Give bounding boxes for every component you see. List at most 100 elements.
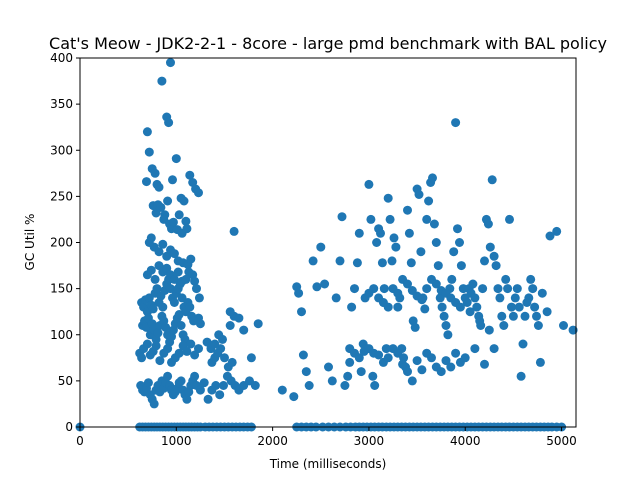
data-point xyxy=(364,179,374,189)
data-point xyxy=(229,226,239,236)
data-point xyxy=(176,376,186,386)
data-point xyxy=(383,193,393,203)
data-point xyxy=(354,353,364,363)
data-point xyxy=(568,325,578,335)
data-point xyxy=(443,330,453,340)
data-point xyxy=(185,302,195,312)
data-point xyxy=(453,224,462,234)
data-point xyxy=(545,231,555,241)
data-point xyxy=(376,228,385,238)
data-point xyxy=(158,302,168,312)
data-point xyxy=(203,394,213,404)
data-point xyxy=(422,284,432,294)
data-point xyxy=(472,302,482,312)
data-point xyxy=(406,258,416,268)
data-point xyxy=(181,216,191,226)
data-point xyxy=(383,353,393,363)
x-tick-label: 2000 xyxy=(257,434,288,448)
data-point xyxy=(169,274,179,284)
data-point xyxy=(535,357,545,367)
data-point xyxy=(370,381,380,390)
data-point xyxy=(343,371,353,381)
data-point xyxy=(137,353,147,363)
data-point xyxy=(149,399,159,409)
data-point xyxy=(163,196,173,206)
data-point xyxy=(422,214,432,224)
data-point xyxy=(194,188,203,198)
data-point xyxy=(185,170,195,180)
data-point xyxy=(377,258,387,268)
data-point xyxy=(465,307,475,317)
data-point xyxy=(368,371,378,381)
y-tick-label: 250 xyxy=(50,189,73,203)
data-point xyxy=(530,302,540,312)
data-point xyxy=(350,284,359,294)
data-point xyxy=(199,378,209,388)
data-point xyxy=(483,219,493,229)
data-point xyxy=(510,293,520,303)
data-point xyxy=(324,362,333,372)
data-point xyxy=(489,251,499,261)
data-point xyxy=(234,313,244,323)
data-point xyxy=(379,284,389,294)
data-point xyxy=(524,293,534,303)
data-point xyxy=(174,310,184,319)
data-point xyxy=(533,321,543,330)
data-point xyxy=(174,210,184,220)
data-point xyxy=(179,196,189,206)
data-point xyxy=(470,293,480,303)
x-tick-label: 1000 xyxy=(161,434,192,448)
data-point xyxy=(327,376,337,386)
data-point xyxy=(501,274,511,284)
data-point xyxy=(162,263,172,273)
data-point xyxy=(552,226,562,236)
data-point xyxy=(189,316,199,326)
data-point xyxy=(152,284,162,294)
data-point xyxy=(480,359,489,369)
data-point xyxy=(437,302,447,312)
data-point xyxy=(512,284,522,294)
chart-title: Cat's Meow - JDK2-2-1 - 8core - large pm… xyxy=(49,34,607,53)
data-point xyxy=(431,238,441,247)
data-point xyxy=(215,390,225,400)
data-point xyxy=(219,381,228,390)
data-point xyxy=(192,284,201,294)
data-point xyxy=(429,219,439,229)
data-point xyxy=(424,196,434,206)
data-point xyxy=(374,350,384,360)
data-point xyxy=(493,284,503,294)
data-point xyxy=(161,322,171,332)
data-point xyxy=(516,371,526,381)
data-point xyxy=(316,242,326,252)
data-point xyxy=(186,339,196,349)
data-point xyxy=(176,321,186,330)
data-point xyxy=(410,322,420,332)
data-point xyxy=(478,284,488,294)
data-point xyxy=(250,381,260,390)
data-point xyxy=(433,261,443,271)
y-tick-label: 150 xyxy=(50,282,73,296)
data-point xyxy=(331,293,341,303)
data-point xyxy=(385,214,395,224)
data-point xyxy=(142,339,152,349)
data-point xyxy=(148,304,158,314)
data-point xyxy=(150,274,160,284)
data-point xyxy=(447,274,457,284)
data-point xyxy=(225,307,235,317)
data-point xyxy=(182,346,192,356)
data-point xyxy=(163,371,173,381)
data-point xyxy=(301,367,311,377)
data-point xyxy=(389,233,399,243)
y-tick-label: 400 xyxy=(50,51,73,65)
data-point xyxy=(416,247,426,257)
data-point xyxy=(190,276,200,286)
data-point xyxy=(195,319,205,329)
data-point xyxy=(505,214,514,224)
data-point xyxy=(195,385,205,395)
data-point xyxy=(157,76,167,86)
x-tick-label: 3000 xyxy=(354,434,385,448)
data-point xyxy=(526,274,536,284)
data-point xyxy=(211,381,221,390)
data-point xyxy=(253,319,263,329)
y-axis-label: GC Util % xyxy=(23,214,37,271)
